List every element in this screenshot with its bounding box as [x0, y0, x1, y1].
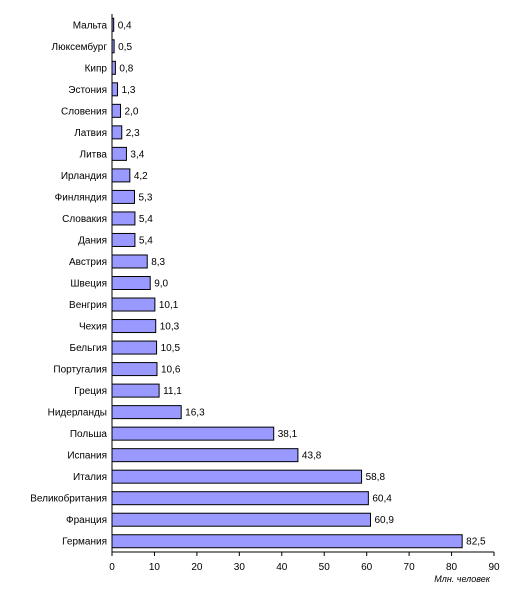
x-tick-label: 90: [488, 562, 500, 573]
bar: [111, 340, 158, 355]
bar: [111, 168, 131, 183]
category-label: Словения: [61, 106, 107, 117]
bar: [111, 405, 182, 420]
category-label: Швеция: [70, 279, 107, 290]
value-label: 5,3: [139, 192, 153, 203]
category-label: Чехия: [79, 322, 107, 333]
category-label: Венгрия: [69, 300, 107, 311]
value-label: 10,6: [161, 365, 181, 376]
category-label: Люксембург: [52, 41, 108, 53]
category-label: Великобритания: [30, 493, 107, 505]
category-label: Дания: [78, 235, 107, 246]
value-label: 0,8: [119, 63, 133, 74]
bar: [111, 82, 119, 97]
x-tick-marks: [111, 552, 495, 556]
value-label: 3,4: [130, 149, 144, 160]
value-label: 5,4: [139, 235, 153, 246]
category-label: Словакия: [62, 214, 107, 225]
category-label: Германия: [62, 537, 107, 548]
x-tick-label: 30: [234, 562, 246, 573]
bar: [111, 60, 116, 75]
value-label: 8,3: [151, 257, 165, 268]
x-tick-label: 50: [319, 562, 331, 573]
x-tick-label: 70: [404, 562, 416, 573]
category-label: Австрия: [69, 257, 107, 268]
value-label: 2,3: [126, 128, 140, 139]
value-label: 4,2: [134, 171, 148, 182]
bar: [111, 103, 121, 118]
value-label: 16,3: [185, 408, 205, 419]
category-label: Литва: [80, 149, 108, 160]
category-label: Мальта: [73, 20, 108, 31]
bar: [111, 189, 135, 204]
category-label: Франция: [66, 515, 107, 526]
value-label: 10,5: [161, 343, 181, 354]
value-labels: 0,4 0,5 0,8 1,3 2,0 2,3 3,4 4,2 5,3 5,4 5,4 8,3 9,0 1…: [118, 20, 486, 547]
category-label: Италия: [73, 472, 107, 483]
bar: [111, 276, 151, 290]
bar: [111, 534, 463, 549]
category-label: Эстония: [68, 85, 107, 96]
category-label: Финляндия: [55, 192, 107, 203]
x-tick-labels: 0 10 20 30 40 50 60 70 80 90: [109, 562, 500, 573]
value-label: 82,5: [466, 537, 486, 548]
category-label: Польша: [70, 429, 108, 440]
bar: [111, 362, 158, 377]
value-label: 60,9: [374, 515, 394, 526]
category-label: Бельгия: [70, 343, 108, 354]
category-label: Испания: [67, 451, 107, 462]
bar: [111, 146, 127, 161]
category-label: Португалия: [53, 365, 107, 376]
bar: [111, 512, 371, 527]
value-label: 58,8: [366, 472, 386, 483]
x-axis-unit-label: Млн. человек: [434, 574, 490, 584]
value-label: 2,0: [124, 106, 138, 117]
value-label: 43,8: [302, 451, 322, 462]
value-label: 11,1: [163, 386, 182, 397]
x-tick-label: 0: [109, 562, 115, 573]
value-label: 10,3: [160, 322, 180, 333]
bar: [111, 319, 157, 334]
category-label: Греция: [74, 386, 107, 397]
value-label: 0,5: [118, 42, 132, 53]
bar: [111, 426, 275, 441]
category-label: Ирландия: [61, 171, 107, 182]
value-label: 10,1: [159, 300, 179, 311]
value-label: 9,0: [154, 279, 168, 290]
x-tick-label: 20: [191, 562, 203, 573]
bar: [111, 297, 156, 312]
bar: [111, 232, 136, 247]
value-label: 1,3: [122, 85, 136, 96]
category-label: Кипр: [85, 63, 108, 74]
category-labels: Мальта Люксембург Кипр Эстония Словения Латви…: [30, 20, 107, 547]
bar: [111, 383, 160, 398]
category-label: Нидерланды: [48, 408, 107, 419]
x-tick-label: 40: [276, 562, 288, 573]
x-tick-label: 10: [149, 562, 161, 573]
bar: [111, 254, 148, 269]
value-label: 5,4: [139, 214, 153, 225]
value-label: 38,1: [278, 429, 298, 440]
bar: [111, 491, 369, 506]
bar: [111, 125, 123, 140]
bar: [111, 448, 299, 463]
bar: [111, 469, 363, 484]
x-tick-label: 60: [361, 562, 373, 573]
category-label: Латвия: [74, 128, 107, 139]
value-label: 0,4: [118, 20, 132, 31]
x-tick-label: 80: [446, 562, 458, 573]
bar: [111, 211, 136, 226]
bars-group: [111, 17, 463, 549]
value-label: 60,4: [372, 494, 392, 505]
